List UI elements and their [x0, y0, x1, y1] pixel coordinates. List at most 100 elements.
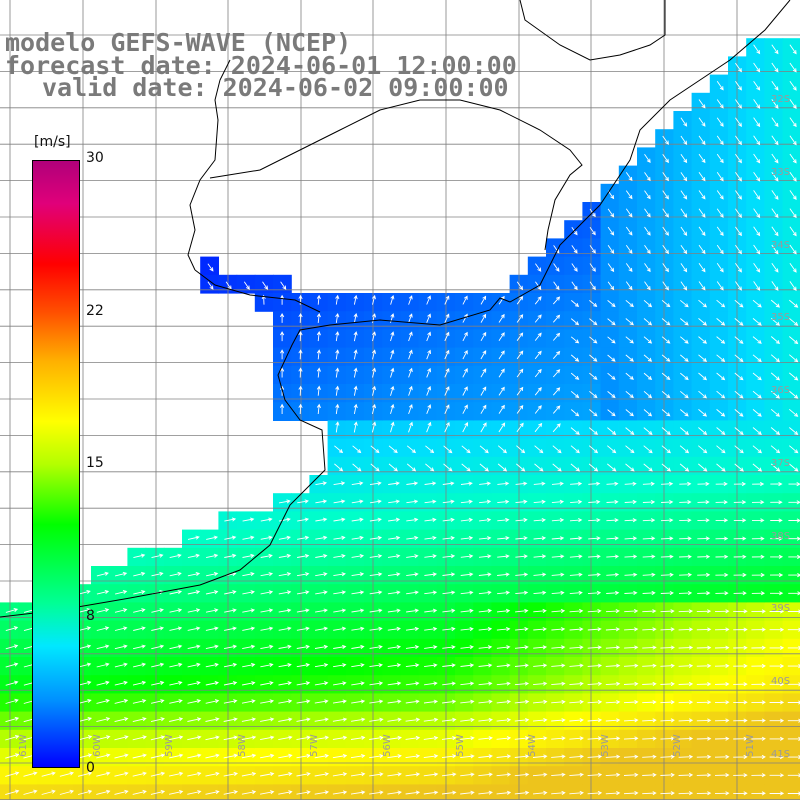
- wind-arrow: [587, 590, 602, 595]
- wind-arrow: [552, 405, 561, 414]
- colorbar-unit: [m/s]: [34, 134, 71, 150]
- wind-arrow: [769, 591, 784, 596]
- wind-arrow: [697, 481, 710, 486]
- wind-arrow: [752, 336, 762, 344]
- wind-arrow: [716, 427, 726, 436]
- valid-date: valid date: 2024-06-02 09:00:00: [42, 73, 509, 102]
- wind-cell: [527, 784, 547, 800]
- wind-arrow: [187, 626, 201, 631]
- wind-arrow: [132, 753, 147, 759]
- wind-arrow: [114, 789, 129, 795]
- wind-arrow: [769, 700, 785, 705]
- wind-arrow: [150, 735, 166, 741]
- lon-label: 52W: [671, 734, 683, 757]
- wind-arrow: [587, 736, 603, 741]
- wind-arrow: [278, 608, 292, 613]
- wind-arrow: [625, 354, 634, 362]
- wind-arrow: [351, 608, 365, 613]
- lat-label: 34S: [771, 240, 791, 251]
- wind-arrow: [333, 481, 346, 486]
- wind-arrow: [733, 791, 748, 796]
- wind-arrow: [771, 62, 779, 73]
- wind-arrow: [369, 481, 382, 486]
- wind-arrow: [716, 190, 724, 200]
- wind-arrow: [514, 772, 530, 777]
- wind-arrow: [425, 463, 435, 472]
- wind-arrow: [260, 517, 273, 522]
- wind-arrow: [552, 463, 562, 472]
- wind-arrow: [516, 295, 524, 305]
- wind-arrow: [426, 404, 432, 414]
- wind-arrow: [478, 681, 493, 686]
- wind-arrow: [751, 554, 765, 559]
- wind-arrow: [497, 481, 510, 486]
- wind-arrow: [589, 226, 596, 236]
- wind-arrow: [480, 368, 487, 378]
- wind-arrow: [696, 700, 712, 705]
- wind-arrow: [624, 518, 638, 523]
- wind-arrow: [587, 681, 603, 686]
- wind-arrow: [515, 536, 528, 541]
- wind-arrow: [642, 499, 656, 505]
- lon-label: 53W: [599, 734, 611, 757]
- wind-arrow: [607, 245, 615, 254]
- wind-arrow: [771, 262, 779, 273]
- wind-arrow: [96, 753, 111, 759]
- wind-arrow: [242, 681, 256, 686]
- wind-arrow: [696, 773, 712, 778]
- wind-arrow: [260, 753, 275, 759]
- wind-arrow: [679, 554, 692, 559]
- wind-cell: [764, 784, 784, 800]
- wind-arrow: [533, 608, 547, 613]
- wind-arrow: [680, 299, 689, 308]
- wind-arrow: [442, 590, 456, 595]
- wind-arrow: [714, 700, 730, 705]
- colorbar-tick: 8: [86, 608, 95, 624]
- wind-arrow: [496, 699, 512, 704]
- wind-arrow: [716, 208, 724, 218]
- wind-cell: [72, 784, 92, 800]
- wind-arrow: [515, 499, 528, 504]
- wind-arrow: [678, 609, 694, 614]
- wind-arrow: [752, 318, 762, 326]
- wind-arrow: [351, 572, 365, 577]
- wind-arrow: [751, 609, 766, 614]
- wind-arrow: [552, 314, 561, 323]
- wind-arrow: [569, 790, 584, 795]
- wind-arrow: [480, 422, 487, 433]
- wind-arrow: [605, 627, 621, 632]
- wind-arrow: [423, 754, 439, 759]
- wind-arrow: [733, 591, 747, 596]
- wind-arrow: [169, 680, 183, 686]
- wind-arrow: [351, 717, 366, 722]
- wind-arrow: [533, 572, 547, 577]
- wind-arrow: [680, 226, 688, 236]
- wind-arrow: [605, 790, 621, 796]
- lat-label: 35S: [771, 312, 791, 323]
- wind-cell: [782, 147, 800, 167]
- wind-arrow: [607, 372, 616, 380]
- wind-arrow: [242, 535, 255, 540]
- wind-arrow: [296, 753, 311, 759]
- wind-arrow: [462, 386, 468, 396]
- wind-arrow: [278, 590, 292, 595]
- wind-arrow: [187, 590, 201, 595]
- wind-arrow: [224, 517, 237, 522]
- wind-arrow: [680, 208, 688, 218]
- wind-cell: [327, 784, 347, 800]
- wind-arrow: [662, 208, 669, 218]
- wind-arrow: [714, 718, 730, 723]
- wind-arrow: [169, 590, 183, 595]
- wind-arrow: [514, 754, 530, 759]
- wind-arrow: [624, 590, 638, 595]
- wind-arrow: [5, 626, 19, 632]
- wind-arrow: [625, 226, 633, 236]
- wind-arrow: [789, 244, 797, 255]
- wind-arrow: [298, 331, 303, 342]
- wind-arrow: [369, 790, 384, 795]
- wind-arrow: [444, 404, 450, 414]
- wind-arrow: [460, 754, 475, 759]
- wind-arrow: [278, 735, 293, 741]
- wind-arrow: [441, 772, 457, 777]
